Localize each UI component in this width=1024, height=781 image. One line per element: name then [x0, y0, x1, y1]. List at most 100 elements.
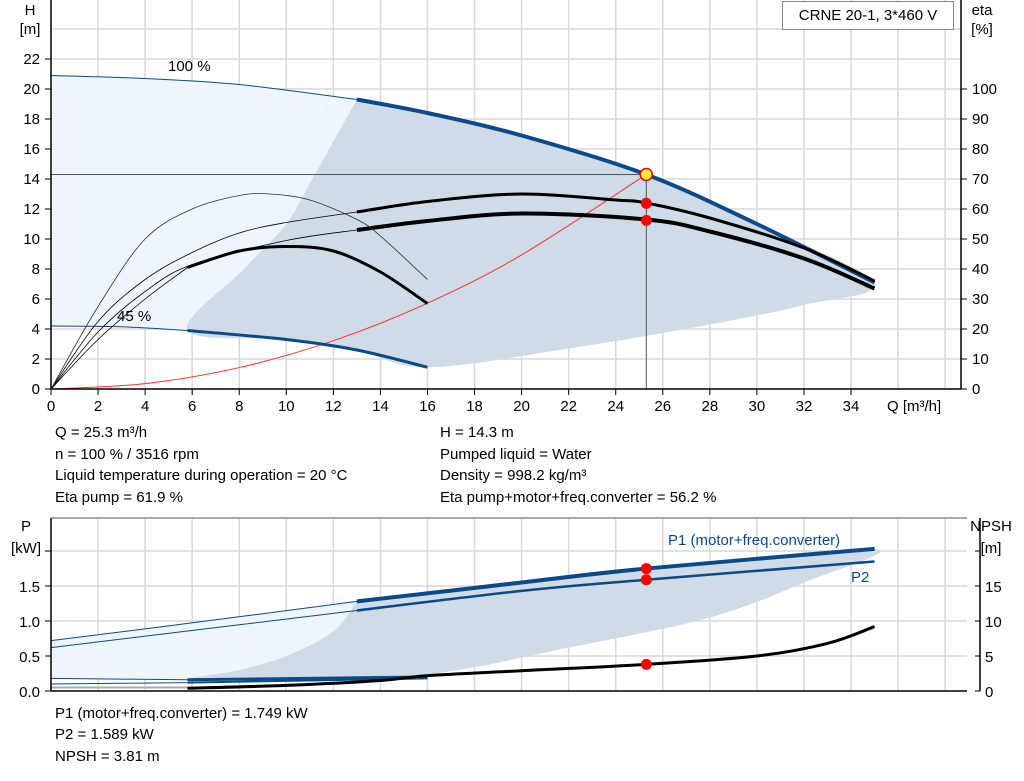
p-tick-label: 0.0: [19, 684, 40, 701]
p2-curve-thick: [356, 560, 875, 612]
power-range-dark: [186, 548, 881, 681]
eta-total-curve-thin: [50, 229, 357, 390]
y2-tick-label: 20: [972, 321, 989, 338]
pump-model-legend: CRNE 20-1, 3*460 V: [782, 1, 954, 30]
npsh-tick-label: 5: [985, 649, 993, 666]
p2-result: P2 = 1.589 kW: [55, 726, 154, 743]
y-axis-unit: [m]: [20, 21, 41, 38]
p2-curve-thin: [50, 610, 357, 649]
npsh-axis-unit: [m]: [981, 540, 1002, 557]
x-tick-label: 10: [278, 398, 295, 415]
flow-result: Q = 25.3 m³/h: [55, 424, 148, 441]
p-axis-unit: [kW]: [11, 540, 41, 557]
x-tick-label: 2: [94, 398, 102, 415]
p1-result: P1 (motor+freq.converter) = 1.749 kW: [55, 705, 308, 722]
p2-point: [640, 574, 652, 586]
y-tick-label: 8: [32, 261, 40, 278]
head-curve-100-thin: [50, 75, 357, 100]
y-tick-label: 6: [32, 291, 40, 308]
y-axis-label: H: [25, 2, 36, 19]
speed-label-45: 45 %: [117, 308, 151, 325]
p-axis-label: P: [21, 518, 31, 535]
operating-point: [639, 167, 654, 182]
npsh-tick-label: 0: [985, 684, 993, 701]
eta-pump-curve-thick: [356, 192, 876, 283]
y-tick-label: 22: [23, 51, 40, 68]
x-tick-label: 20: [513, 398, 530, 415]
y2-tick-label: 80: [972, 141, 989, 158]
npsh-curve: [187, 625, 876, 690]
x-tick-label: 32: [796, 398, 813, 415]
head-curve-45-thin: [50, 325, 188, 331]
y-tick-label: 10: [23, 231, 40, 248]
x-tick-label: 24: [607, 398, 624, 415]
y2-tick-label: 90: [972, 111, 989, 128]
eta-total-result: Eta pump+motor+freq.converter = 56.2 %: [440, 489, 717, 506]
p1-curve-thin: [50, 600, 357, 642]
npsh-tick-label: 15: [985, 579, 1002, 596]
p-tick-label: 0.5: [19, 649, 40, 666]
y2-axis-unit: [%]: [971, 21, 993, 38]
x-tick-label: 22: [560, 398, 577, 415]
y2-axis-label: eta: [972, 2, 994, 19]
x-tick-label: 12: [325, 398, 342, 415]
eta-total-curve-45-thick: [187, 244, 429, 305]
x-tick-label: 4: [141, 398, 149, 415]
speed-label-100: 100 %: [168, 58, 211, 75]
y2-tick-label: 100: [972, 81, 997, 98]
p-tick-label: 1.0: [19, 614, 40, 631]
p1-curve-thick: [356, 546, 875, 604]
y-tick-label: 12: [23, 201, 40, 218]
p-tick-label: 1.5: [19, 579, 40, 596]
liquid-result: Pumped liquid = Water: [440, 446, 592, 463]
y2-tick-label: 60: [972, 201, 989, 218]
x-tick-label: 26: [654, 398, 671, 415]
head-curve-45-thick: [187, 329, 428, 369]
p2-curve-45-thin: [50, 682, 188, 685]
temperature-result: Liquid temperature during operation = 20…: [55, 467, 348, 484]
npsh-result: NPSH = 3.81 m: [55, 748, 160, 765]
x-tick-label: 30: [749, 398, 766, 415]
speed-result: n = 100 % / 3516 rpm: [55, 446, 199, 463]
npsh-tick-label: 10: [985, 614, 1002, 631]
y2-tick-label: 0: [972, 381, 980, 398]
x-tick-label: 28: [701, 398, 718, 415]
eta-pump-result: Eta pump = 61.9 %: [55, 489, 183, 506]
p1-curve-45-thin: [50, 677, 188, 681]
y2-tick-label: 10: [972, 351, 989, 368]
y-tick-label: 16: [23, 141, 40, 158]
x-tick-label: 8: [235, 398, 243, 415]
npsh-axis-label: NPSH: [970, 518, 1012, 535]
x-tick-label: 16: [419, 398, 436, 415]
eta-pump-point: [640, 197, 652, 209]
density-result: Density = 998.2 kg/m³: [440, 467, 587, 484]
head-curve-100-thick: [356, 97, 876, 285]
eta-total-point: [640, 214, 652, 226]
p1-point: [640, 563, 652, 575]
y-tick-label: 14: [23, 171, 40, 188]
head-result: H = 14.3 m: [440, 424, 514, 441]
y-tick-label: 0: [32, 381, 40, 398]
x-tick-label: 34: [843, 398, 860, 415]
y2-tick-label: 40: [972, 261, 989, 278]
p2-curve-label: P2: [851, 569, 869, 586]
system-curve: [50, 174, 647, 390]
x-tick-label: 0: [47, 398, 55, 415]
y-tick-label: 20: [23, 81, 40, 98]
y-tick-label: 2: [32, 351, 40, 368]
eta-pump-curve-thin: [50, 211, 357, 390]
eta-total-curve-45-thin: [50, 267, 188, 390]
x-tick-label: 18: [466, 398, 483, 415]
operating-range-dark: [186, 99, 876, 368]
npsh-point: [640, 658, 652, 670]
x-axis-label: Q [m³/h]: [887, 398, 941, 415]
y2-tick-label: 30: [972, 291, 989, 308]
y2-tick-label: 70: [972, 171, 989, 188]
p1-curve-label: P1 (motor+freq.converter): [668, 532, 840, 549]
y-tick-label: 4: [32, 321, 40, 338]
x-tick-label: 6: [188, 398, 196, 415]
y2-tick-label: 50: [972, 231, 989, 248]
eta-pump-curve-45: [50, 193, 428, 390]
x-tick-label: 14: [372, 398, 389, 415]
